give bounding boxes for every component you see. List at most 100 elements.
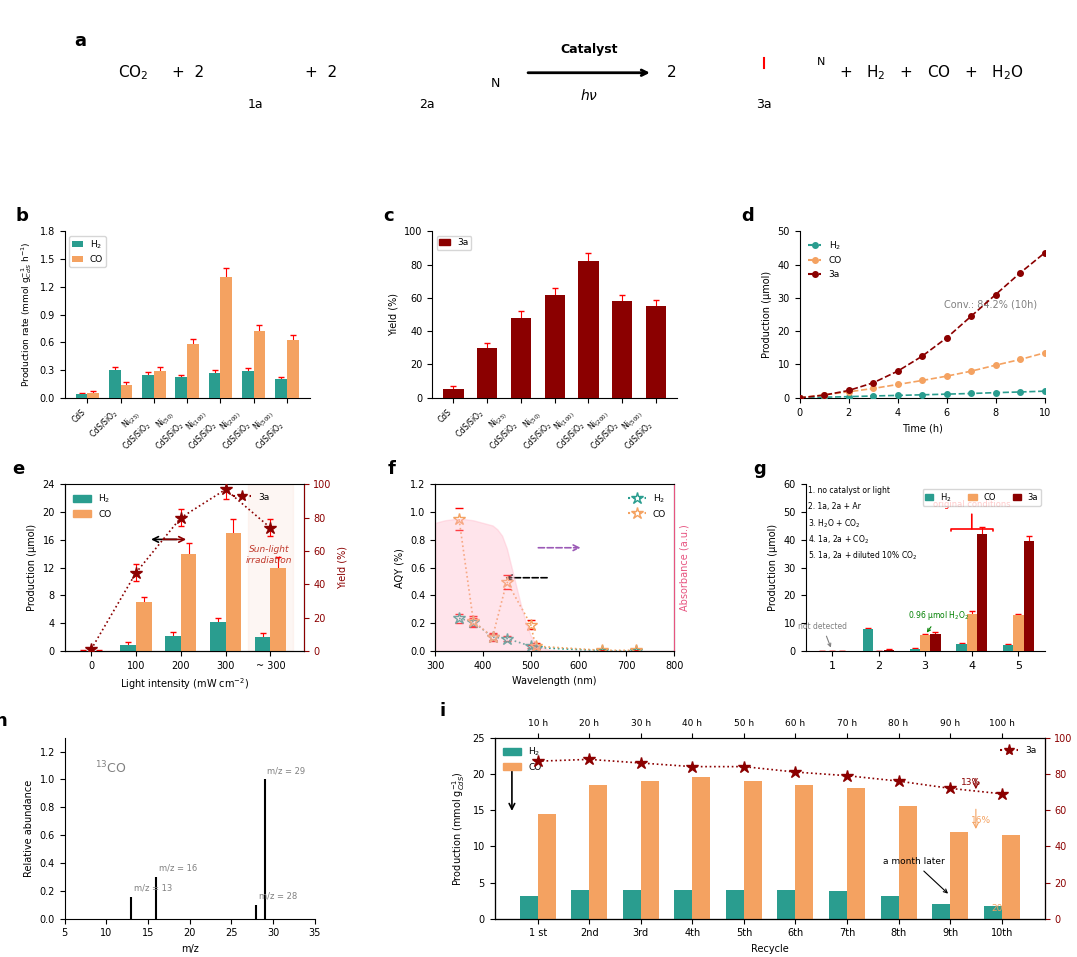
X-axis label: Time (h): Time (h)	[901, 423, 942, 434]
Text: a month later: a month later	[883, 857, 947, 893]
Bar	[674, 890, 693, 919]
Text: m/z = 28: m/z = 28	[258, 892, 297, 901]
Text: 20%: 20%	[992, 904, 1011, 914]
Bar	[1002, 835, 1020, 919]
Text: N: N	[817, 56, 825, 67]
X-axis label: Wavelength (nm): Wavelength (nm)	[513, 677, 597, 686]
Bar	[898, 807, 917, 919]
Text: 13%: 13%	[961, 778, 981, 787]
Bar	[187, 345, 199, 398]
Bar	[121, 385, 132, 398]
Text: 4. 1a, 2a + CO$_2$: 4. 1a, 2a + CO$_2$	[808, 534, 869, 546]
Y-axis label: AQY (%): AQY (%)	[394, 547, 405, 588]
Bar	[641, 781, 659, 919]
Bar	[726, 890, 744, 919]
Bar	[950, 832, 968, 919]
Y-axis label: Production rate (mmol g$_{CdS}^{-1}$ h$^{-1}$): Production rate (mmol g$_{CdS}^{-1}$ h$^…	[19, 242, 34, 388]
Bar	[181, 554, 196, 651]
Text: g: g	[753, 459, 766, 478]
Text: c: c	[383, 207, 394, 225]
Bar	[545, 295, 564, 398]
Legend: 3a: 3a	[229, 489, 272, 505]
Bar	[693, 777, 711, 919]
Bar	[778, 890, 796, 919]
Bar	[956, 644, 967, 651]
Legend: H$_2$, CO: H$_2$, CO	[69, 489, 115, 523]
Text: i: i	[439, 701, 446, 720]
Legend: H$_2$, CO: H$_2$, CO	[624, 489, 670, 523]
Text: a: a	[74, 33, 86, 50]
Bar	[270, 568, 286, 651]
Bar	[276, 379, 286, 398]
Bar	[444, 389, 463, 398]
Legend: 3a: 3a	[436, 235, 472, 250]
Bar	[121, 645, 136, 651]
Bar	[142, 375, 154, 398]
Bar	[176, 377, 187, 398]
Text: b: b	[16, 207, 28, 225]
Bar	[883, 650, 894, 651]
Y-axis label: Yield (%): Yield (%)	[389, 293, 398, 336]
Bar	[744, 781, 761, 919]
Bar	[477, 347, 498, 398]
Text: 16%: 16%	[971, 816, 991, 825]
Bar	[646, 306, 666, 398]
Bar	[920, 634, 931, 651]
Bar	[209, 373, 221, 398]
Text: +  2: + 2	[305, 65, 337, 80]
Text: CO$_2$: CO$_2$	[118, 63, 149, 82]
Bar	[242, 371, 253, 398]
Text: Catalyst: Catalyst	[560, 43, 618, 56]
Y-axis label: Production (μmol): Production (μmol)	[768, 524, 778, 612]
Bar	[977, 534, 988, 651]
Bar	[154, 371, 166, 398]
Bar	[1003, 645, 1013, 651]
Bar	[829, 891, 847, 919]
Bar	[221, 278, 232, 398]
Bar	[225, 533, 241, 651]
Bar	[612, 301, 632, 398]
Bar	[983, 905, 1002, 919]
Legend: H$_2$, CO: H$_2$, CO	[69, 235, 106, 267]
X-axis label: m/z: m/z	[181, 944, 198, 954]
X-axis label: Light intensity (mW cm$^{-2}$): Light intensity (mW cm$^{-2}$)	[120, 677, 249, 692]
Bar	[589, 785, 607, 919]
Text: e: e	[12, 459, 25, 478]
Text: N: N	[491, 78, 501, 90]
Bar	[510, 318, 531, 398]
Text: m/z = 29: m/z = 29	[267, 767, 305, 775]
Legend: 3a: 3a	[996, 743, 1040, 758]
Y-axis label: Production (μmol): Production (μmol)	[27, 524, 37, 612]
Legend: H$_2$, CO: H$_2$, CO	[499, 743, 545, 775]
Bar	[847, 789, 865, 919]
Text: d: d	[741, 207, 754, 225]
Text: 2. 1a, 2a + Ar: 2. 1a, 2a + Ar	[808, 501, 861, 511]
X-axis label: Recycle: Recycle	[751, 944, 788, 954]
Y-axis label: Absorbance (a.u.): Absorbance (a.u.)	[680, 524, 689, 612]
Bar	[910, 649, 920, 651]
Bar	[255, 637, 270, 651]
Bar	[881, 896, 898, 919]
Bar	[932, 904, 950, 919]
Bar	[863, 630, 873, 651]
Text: m/z = 13: m/z = 13	[134, 884, 172, 893]
Text: $^{13}$CO: $^{13}$CO	[95, 760, 126, 776]
Text: m/z = 16: m/z = 16	[158, 864, 197, 873]
Text: Conv.: 84.2% (10h): Conv.: 84.2% (10h)	[945, 300, 1037, 309]
Bar	[248, 484, 293, 651]
Bar	[537, 813, 556, 919]
Bar	[796, 785, 813, 919]
Text: 3a: 3a	[756, 98, 772, 110]
Bar	[1013, 615, 1023, 651]
Y-axis label: Relative abundance: Relative abundance	[24, 780, 34, 877]
Bar	[210, 622, 225, 651]
Text: 2a: 2a	[419, 98, 435, 110]
Bar	[520, 896, 537, 919]
Text: f: f	[388, 459, 395, 478]
Text: 3. H$_2$O + CO$_2$: 3. H$_2$O + CO$_2$	[808, 518, 861, 530]
Text: original conditions: original conditions	[933, 500, 1010, 531]
Text: 5. 1a, 2a + diluted 10% CO$_2$: 5. 1a, 2a + diluted 10% CO$_2$	[808, 549, 918, 562]
Text: 1a: 1a	[248, 98, 264, 110]
Bar	[286, 340, 298, 398]
Bar	[165, 635, 181, 651]
